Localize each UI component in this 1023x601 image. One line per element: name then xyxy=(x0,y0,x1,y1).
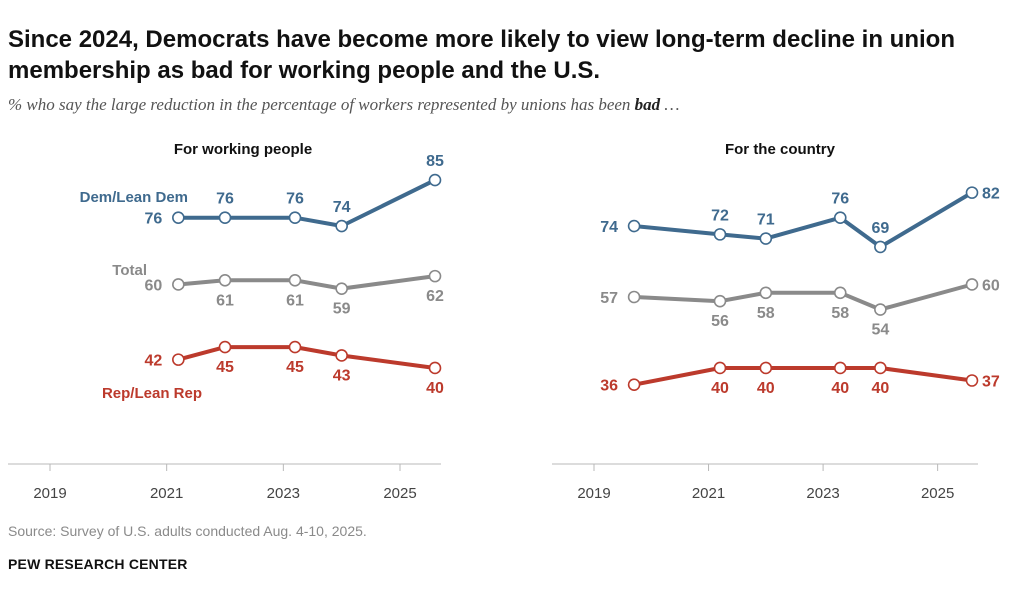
data-point-dem xyxy=(627,219,641,233)
data-point-total xyxy=(965,278,979,291)
data-point-dem xyxy=(218,211,232,224)
x-tick-label-2023: 2023 xyxy=(267,485,300,502)
panel-title-1: For working people xyxy=(174,141,312,158)
data-label-dem: 82 xyxy=(982,186,1000,203)
data-point-total xyxy=(172,278,185,291)
data-point-dem xyxy=(288,211,302,224)
data-label-total: 61 xyxy=(286,292,304,309)
data-label-dem: 74 xyxy=(600,219,618,236)
series-line-rep xyxy=(632,366,974,387)
data-point-rep xyxy=(288,340,302,354)
charts-canvas: For working people 2019 2021 2023 2025 76 76 76… xyxy=(8,141,1000,502)
legend-label-total: Total xyxy=(112,262,147,279)
x-tick-label-2021: 2021 xyxy=(692,485,725,502)
data-point-total xyxy=(218,273,232,287)
panel-title-2: For the country xyxy=(725,141,836,158)
subtitle-ellipsis: … xyxy=(660,95,680,114)
data-label-dem: 71 xyxy=(757,212,775,229)
series-line-total xyxy=(632,282,974,312)
data-point-total xyxy=(288,273,302,287)
data-label-dem: 76 xyxy=(216,191,234,208)
data-label-rep: 42 xyxy=(145,353,163,370)
data-point-rep xyxy=(759,361,773,375)
x-tick-label-2023: 2023 xyxy=(806,485,839,502)
data-point-dem xyxy=(428,173,442,187)
data-label-dem: 72 xyxy=(711,207,729,224)
data-label-rep: 43 xyxy=(333,367,351,384)
data-point-total xyxy=(428,269,442,283)
data-label-total: 61 xyxy=(216,292,234,309)
data-label-dem: 85 xyxy=(426,153,444,170)
brand-logo-text: PEW RESEARCH CENTER xyxy=(8,556,188,572)
data-label-rep: 40 xyxy=(757,380,775,397)
x-tick-label-2019: 2019 xyxy=(577,485,610,502)
x-tick-label-2021: 2021 xyxy=(150,485,183,502)
data-point-dem xyxy=(833,211,847,224)
chart-title: Since 2024, Democrats have become more l… xyxy=(8,26,955,84)
data-point-rep xyxy=(218,340,232,354)
subtitle-emphasis: bad xyxy=(634,95,661,114)
data-label-dem: 76 xyxy=(145,211,163,228)
data-label-total: 60 xyxy=(145,277,163,294)
data-label-dem: 76 xyxy=(831,191,849,208)
data-label-total: 59 xyxy=(333,301,351,318)
data-point-dem xyxy=(713,228,727,241)
subtitle-text: % who say the large reduction in the per… xyxy=(8,95,635,114)
data-label-dem: 74 xyxy=(333,199,351,216)
data-point-rep xyxy=(172,353,185,366)
legend-label-rep: Rep/Lean Rep xyxy=(102,385,202,402)
data-label-total: 58 xyxy=(757,305,775,322)
source-note: Source: Survey of U.S. adults conducted … xyxy=(8,523,367,539)
legend-label-dem: Dem/Lean Dem xyxy=(80,189,188,206)
data-point-total xyxy=(759,286,773,300)
data-point-total xyxy=(833,286,847,300)
data-point-total xyxy=(335,282,348,295)
data-point-rep xyxy=(428,361,442,375)
data-point-dem xyxy=(965,186,979,199)
data-point-dem xyxy=(759,232,773,245)
data-point-dem xyxy=(335,219,348,233)
chart-subtitle: % who say the large reduction in the per… xyxy=(8,95,1013,115)
data-label-total: 60 xyxy=(982,277,1000,294)
data-label-dem: 76 xyxy=(286,191,304,208)
data-point-rep xyxy=(965,374,979,387)
data-label-rep: 40 xyxy=(831,380,849,397)
data-label-rep: 40 xyxy=(711,380,729,397)
data-point-rep xyxy=(874,361,887,375)
x-tick-label-2019: 2019 xyxy=(33,485,66,502)
x-tick-label-2025: 2025 xyxy=(921,485,954,502)
data-point-rep xyxy=(627,378,641,391)
data-label-total: 56 xyxy=(711,313,729,330)
data-point-total xyxy=(713,294,727,308)
data-point-rep xyxy=(335,349,348,362)
data-label-rep: 40 xyxy=(426,380,444,397)
series-line-total xyxy=(176,274,437,291)
data-label-total: 62 xyxy=(426,288,444,305)
data-point-dem xyxy=(874,240,887,254)
data-label-rep: 45 xyxy=(286,359,304,376)
data-label-rep: 36 xyxy=(600,378,618,395)
data-label-rep: 40 xyxy=(871,380,889,397)
data-label-total: 57 xyxy=(600,290,618,307)
data-label-dem: 69 xyxy=(871,220,889,237)
data-label-total: 58 xyxy=(831,305,849,322)
data-point-rep xyxy=(713,361,727,375)
data-point-total xyxy=(627,290,641,304)
series-line-dem xyxy=(632,190,974,249)
data-point-dem xyxy=(172,211,185,224)
data-point-rep xyxy=(833,361,847,375)
data-label-rep: 37 xyxy=(982,374,1000,391)
x-tick-label-2025: 2025 xyxy=(383,485,416,502)
data-label-total: 54 xyxy=(871,322,889,339)
data-label-rep: 45 xyxy=(216,359,234,376)
data-point-total xyxy=(874,303,887,316)
